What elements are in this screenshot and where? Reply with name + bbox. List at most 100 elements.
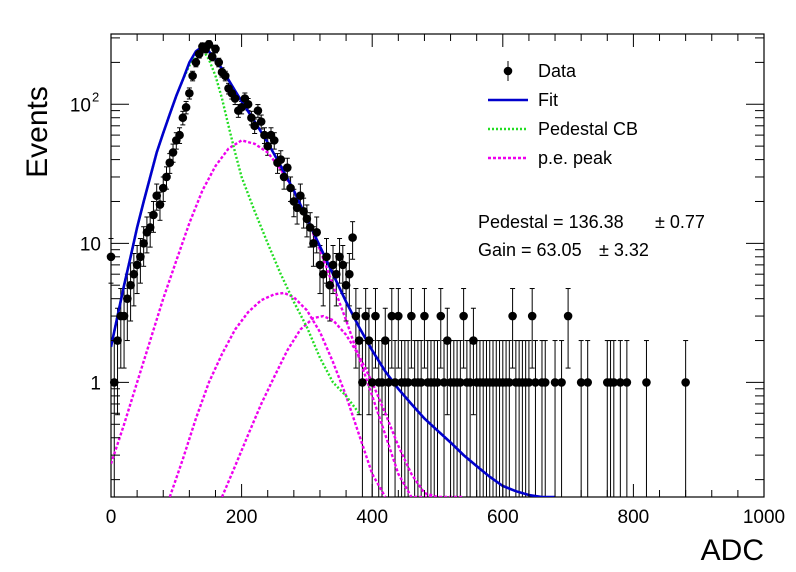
data-point <box>149 210 158 220</box>
data-point <box>367 378 377 387</box>
data-point <box>312 228 321 237</box>
legend-item: Data <box>503 61 577 81</box>
data-point <box>377 378 387 387</box>
data-point <box>557 378 566 387</box>
data-point <box>616 378 625 387</box>
data-point <box>292 203 302 213</box>
pe-peak-curve-3 <box>220 314 438 497</box>
data-point <box>390 378 400 387</box>
y-tick-exponent: 2 <box>92 89 99 104</box>
data-point <box>407 311 416 321</box>
data-point <box>508 311 517 321</box>
data-point <box>168 148 178 157</box>
data-point <box>328 260 338 270</box>
data-point <box>576 378 586 387</box>
data-point <box>527 311 537 321</box>
data-point <box>436 311 446 321</box>
data-point <box>269 136 279 145</box>
legend-label: Pedestal CB <box>538 119 638 139</box>
y-axis-label: Events <box>21 86 54 178</box>
data-point <box>145 223 155 232</box>
data-point <box>286 183 295 193</box>
data-point <box>279 172 289 182</box>
data-point <box>318 269 328 279</box>
data-point <box>243 99 253 109</box>
data-point <box>256 117 266 126</box>
data-point <box>220 71 230 81</box>
legend-label: Data <box>538 61 577 81</box>
data-point <box>185 88 194 98</box>
data-point <box>420 311 429 321</box>
data-point <box>263 141 273 151</box>
data-point <box>302 214 312 224</box>
data-point <box>158 183 168 193</box>
data-point <box>276 155 286 164</box>
x-tick-label: 600 <box>487 507 519 528</box>
data-point <box>204 39 214 49</box>
legend: Data Fit Pedestal CB p.e. peak <box>488 61 638 168</box>
y-tick-label: 10 <box>70 95 91 116</box>
stats-pedestal-label: Pedestal = 136.38 <box>478 212 624 232</box>
data-point <box>459 311 468 321</box>
data-point <box>260 130 269 140</box>
data-point <box>642 378 651 387</box>
data-point <box>194 49 204 59</box>
legend-item: p.e. peak <box>488 148 613 168</box>
data-point <box>358 378 367 387</box>
x-tick-label: 0 <box>106 507 117 528</box>
data-point <box>165 158 175 167</box>
data-point <box>583 378 592 387</box>
y-tick-label: 10 <box>80 234 101 255</box>
data-point <box>563 311 573 321</box>
x-tick-label: 200 <box>226 507 258 528</box>
data-point <box>296 191 305 201</box>
data-point <box>309 239 318 248</box>
data-point <box>250 121 259 131</box>
data-point <box>442 336 452 345</box>
data-point <box>361 311 370 321</box>
pe-peak-curve-2 <box>168 291 387 497</box>
error-bars <box>108 40 689 497</box>
x-tick-label: 800 <box>618 507 650 528</box>
data-point <box>465 378 475 387</box>
data-point <box>387 311 397 321</box>
data-point <box>416 378 426 387</box>
data-point <box>364 336 374 345</box>
data-point <box>331 269 341 279</box>
data-points <box>106 39 690 387</box>
data-point <box>283 163 292 172</box>
data-point <box>384 378 393 387</box>
data-point <box>237 103 246 112</box>
x-axis-label: ADC <box>701 534 764 567</box>
data-point <box>540 378 550 387</box>
data-point <box>123 294 132 303</box>
data-point <box>132 260 142 270</box>
data-point <box>211 44 220 54</box>
data-point <box>289 197 299 206</box>
data-point <box>247 113 256 123</box>
data-point <box>394 311 403 321</box>
data-point <box>305 223 315 232</box>
data-point <box>681 378 690 387</box>
data-point <box>155 200 165 209</box>
data-point <box>299 206 308 216</box>
legend-label: p.e. peak <box>538 148 613 168</box>
stats-gain-error: ± 3.32 <box>599 240 649 260</box>
data-point <box>439 378 449 387</box>
x-axis-ticks: 0 200 400 600 800 1000 <box>106 34 785 528</box>
legend-item: Pedestal CB <box>488 119 638 139</box>
data-point <box>433 378 442 387</box>
data-point <box>325 280 335 290</box>
legend-label: Fit <box>538 90 558 110</box>
data-point <box>188 71 197 81</box>
data-point <box>152 191 162 201</box>
data-point <box>175 130 184 140</box>
data-point <box>354 336 364 345</box>
data-point <box>345 269 354 279</box>
data-point <box>371 311 380 321</box>
data-point <box>178 113 188 123</box>
data-point <box>505 378 514 387</box>
data-point <box>348 233 357 242</box>
